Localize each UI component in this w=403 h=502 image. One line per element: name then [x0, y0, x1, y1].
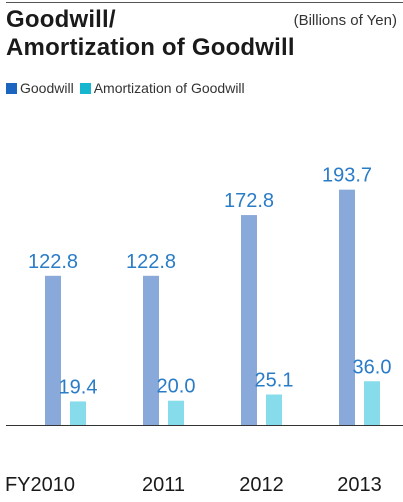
bar-goodwill [143, 275, 159, 425]
data-label-amortization: 19.4 [59, 376, 98, 398]
data-label-amortization: 20.0 [157, 376, 196, 398]
title-line-2: Amortization of Goodwill [6, 34, 295, 61]
legend-swatch-goodwill [6, 82, 17, 94]
x-tick-label: 2012 [239, 474, 284, 496]
data-label-goodwill: 122.8 [28, 251, 78, 273]
top-rule [6, 2, 403, 3]
legend-label-amortization: Amortization of Goodwill [93, 80, 245, 96]
x-tick-label: 2011 [142, 474, 185, 496]
title-line-1: Goodwill/ [6, 6, 116, 33]
bar-goodwill [241, 215, 257, 425]
legend: Goodwill Amortization of Goodwill [6, 80, 251, 96]
data-label-goodwill: 172.8 [224, 190, 274, 212]
bar-amortization [364, 381, 380, 425]
bar-goodwill [45, 275, 61, 425]
bar-amortization [70, 401, 86, 425]
data-label-goodwill: 193.7 [322, 165, 372, 187]
unit-label: (Billions of Yen) [293, 12, 397, 29]
x-tick-label: FY2010 [5, 474, 75, 496]
data-label-goodwill: 122.8 [126, 251, 176, 273]
legend-swatch-amortization [79, 82, 91, 94]
bar-amortization [266, 394, 282, 425]
legend-item-goodwill: Goodwill [6, 80, 74, 96]
legend-label-goodwill: Goodwill [20, 80, 74, 96]
data-label-amortization: 36.0 [353, 356, 392, 378]
chart-title: Goodwill/ Amortization of Goodwill [6, 6, 295, 62]
legend-item-amortization: Amortization of Goodwill [79, 80, 245, 96]
x-tick-label: 2013 [337, 474, 382, 496]
bar-amortization [168, 400, 184, 425]
data-label-amortization: 25.1 [255, 370, 294, 392]
bar-goodwill [339, 189, 355, 425]
